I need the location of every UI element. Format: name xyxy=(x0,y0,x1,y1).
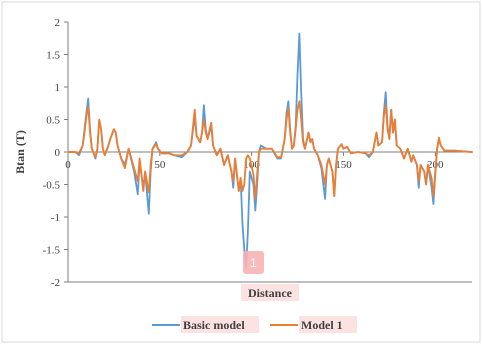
y-tick-label: -1 xyxy=(51,212,60,224)
legend-item-model-1: Model 1 xyxy=(270,316,357,333)
x-tick-label: 150 xyxy=(335,159,352,171)
y-tick-label: 0 xyxy=(55,147,61,159)
series-line-model-1 xyxy=(67,100,473,200)
y-axis-title: Btan (T) xyxy=(13,130,27,174)
y-tick-label: 1.5 xyxy=(46,50,60,62)
y-axis: -2 -1.5 -1 -0.5 0 0.5 1 1.5 2 xyxy=(43,17,472,289)
x-tick-label: 50 xyxy=(154,159,166,171)
x-axis-title-highlight xyxy=(241,284,299,301)
y-tick-label: 1 xyxy=(55,82,61,94)
legend-label-basic-model: Basic model xyxy=(183,318,245,332)
legend-label-highlight-basic-model xyxy=(181,316,259,333)
y-tick-label: 2 xyxy=(55,17,61,29)
legend-label-model-1: Model 1 xyxy=(301,318,343,332)
legend-label-highlight-model-1 xyxy=(299,316,357,333)
x-tick-label: 0 xyxy=(65,159,71,171)
annotation-badge-box xyxy=(243,251,264,274)
legend: Basic model Model 1 xyxy=(152,316,357,333)
y-tick-label: -2 xyxy=(51,277,60,289)
series-lines xyxy=(67,32,473,269)
annotation-badge: 1 xyxy=(243,251,264,274)
x-axis: 0 50 100 150 200 xyxy=(65,151,472,171)
annotation-badge-label: 1 xyxy=(250,256,257,270)
x-axis-title: Distance xyxy=(248,286,293,300)
y-tick-label: -1.5 xyxy=(43,245,61,257)
y-tick-label: -0.5 xyxy=(43,180,61,192)
legend-item-basic-model: Basic model xyxy=(152,316,259,333)
y-tick-label: 0.5 xyxy=(46,115,60,127)
